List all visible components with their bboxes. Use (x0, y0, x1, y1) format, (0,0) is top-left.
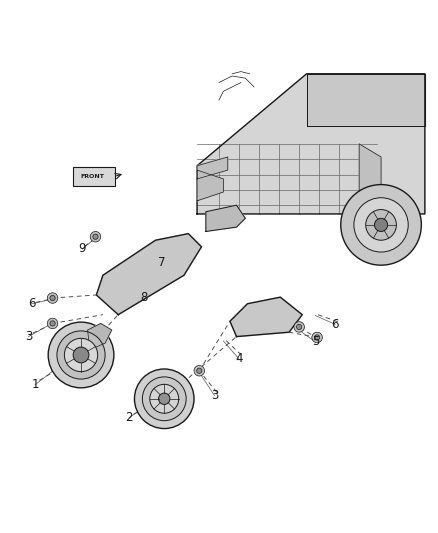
Text: 1: 1 (31, 378, 39, 391)
Circle shape (314, 335, 320, 340)
Circle shape (294, 322, 304, 332)
Text: 2: 2 (125, 411, 133, 424)
Circle shape (90, 231, 101, 242)
Text: 5: 5 (312, 335, 319, 349)
Text: 6: 6 (28, 297, 36, 310)
Circle shape (150, 384, 179, 413)
FancyBboxPatch shape (73, 167, 115, 187)
Circle shape (341, 184, 421, 265)
Circle shape (297, 324, 302, 329)
Polygon shape (96, 233, 201, 314)
Circle shape (374, 219, 388, 231)
Polygon shape (197, 157, 228, 179)
Circle shape (142, 377, 186, 421)
Polygon shape (359, 144, 381, 214)
Circle shape (354, 198, 408, 252)
Circle shape (57, 331, 105, 379)
Text: 8: 8 (140, 290, 147, 304)
Polygon shape (197, 74, 425, 214)
Circle shape (366, 209, 396, 240)
Circle shape (312, 332, 322, 343)
Text: 6: 6 (331, 318, 339, 331)
Circle shape (73, 347, 89, 363)
Circle shape (197, 368, 202, 374)
Text: 4: 4 (235, 352, 243, 365)
Circle shape (159, 393, 170, 405)
Text: FRONT: FRONT (80, 174, 104, 179)
Circle shape (47, 318, 58, 329)
Text: 7: 7 (158, 256, 166, 269)
Polygon shape (206, 205, 245, 231)
Circle shape (64, 338, 98, 372)
Circle shape (47, 293, 58, 303)
Polygon shape (307, 74, 425, 126)
Polygon shape (230, 297, 302, 336)
Circle shape (93, 234, 98, 239)
Polygon shape (88, 324, 112, 350)
Text: 3: 3 (211, 389, 218, 402)
Text: 9: 9 (78, 243, 86, 255)
Circle shape (50, 321, 55, 326)
Text: 3: 3 (25, 330, 32, 343)
Circle shape (50, 295, 55, 301)
Polygon shape (197, 170, 223, 201)
Circle shape (48, 322, 114, 388)
Circle shape (194, 366, 205, 376)
Circle shape (134, 369, 194, 429)
